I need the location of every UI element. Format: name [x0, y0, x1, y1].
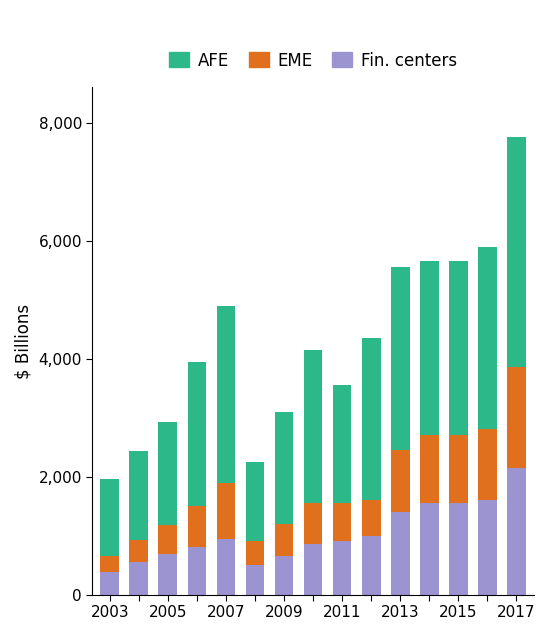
Bar — [159, 554, 177, 594]
Bar — [420, 262, 439, 436]
Bar — [507, 468, 526, 594]
Bar — [129, 540, 148, 562]
Bar — [361, 338, 381, 500]
Bar — [449, 436, 468, 503]
Bar — [361, 535, 381, 594]
Bar — [217, 305, 235, 483]
Bar — [246, 542, 264, 565]
Bar — [478, 500, 496, 594]
Bar — [304, 544, 322, 594]
Bar — [304, 350, 322, 503]
Bar — [129, 562, 148, 594]
Bar — [478, 246, 496, 429]
Bar — [507, 368, 526, 468]
Bar — [187, 506, 207, 547]
Bar — [217, 483, 235, 538]
Bar — [333, 385, 352, 503]
Bar — [304, 503, 322, 544]
Bar — [333, 503, 352, 542]
Bar — [246, 462, 264, 542]
Bar — [129, 451, 148, 540]
Bar — [449, 262, 468, 436]
Bar — [159, 422, 177, 525]
Bar — [391, 450, 409, 512]
Bar — [391, 512, 409, 594]
Bar — [333, 542, 352, 594]
Bar — [507, 137, 526, 368]
Y-axis label: $ Billions: $ Billions — [15, 304, 33, 378]
Bar — [159, 525, 177, 554]
Legend: AFE, EME, Fin. centers: AFE, EME, Fin. centers — [163, 45, 463, 76]
Bar — [100, 556, 120, 572]
Bar — [361, 500, 381, 535]
Bar — [100, 572, 120, 594]
Bar — [449, 503, 468, 594]
Bar — [187, 547, 207, 594]
Bar — [187, 361, 207, 506]
Bar — [246, 565, 264, 594]
Bar — [391, 267, 409, 450]
Bar — [274, 411, 294, 524]
Bar — [217, 538, 235, 594]
Bar — [420, 436, 439, 503]
Bar — [274, 524, 294, 556]
Bar — [420, 503, 439, 594]
Bar — [274, 556, 294, 594]
Bar — [100, 479, 120, 556]
Bar — [478, 429, 496, 500]
